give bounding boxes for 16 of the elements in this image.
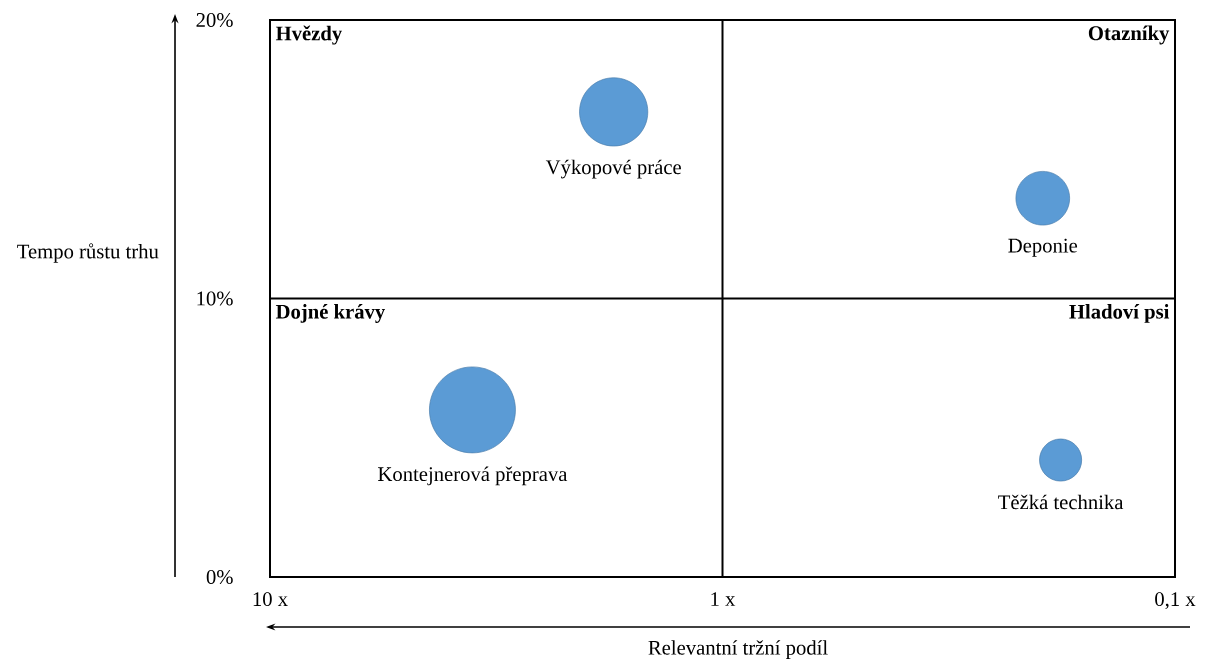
x-axis-title: Relevantní tržní podíl [648,640,828,659]
x-tick-label: 0,1 x [1155,592,1196,610]
annotation: Výkopové práce [545,159,681,179]
x-tick-label: 1 x [711,592,736,606]
y-tick-label: 10% [197,291,233,306]
annotation: Dojné krávy [275,304,386,323]
annotation: Kontejnerová přeprava [378,466,568,486]
annotation: Otazníky [1088,25,1170,45]
annotation: Deponie [1008,238,1078,257]
annotation: Hladoví psi [1069,304,1170,323]
annotation: Těžká technika [998,494,1124,510]
y-axis-title: Tempo růstu trhu [17,243,159,263]
x-tick-label: 10 x [253,592,288,607]
y-tick-label: 20% [196,12,233,27]
annotation: Hvězdy [275,25,342,45]
y-tick-label: 0% [206,570,233,585]
